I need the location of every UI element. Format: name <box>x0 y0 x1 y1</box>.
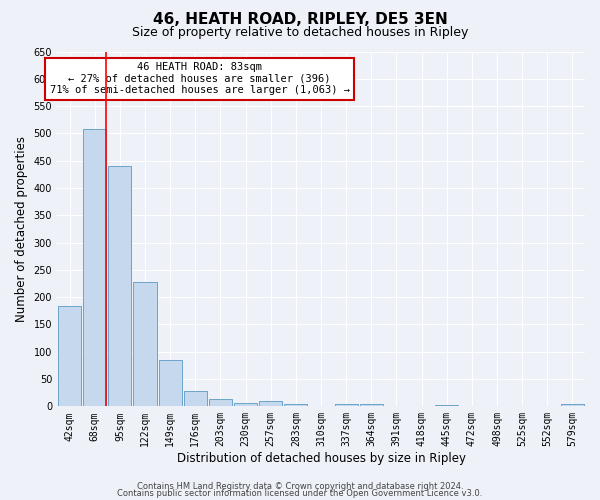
Text: 46 HEATH ROAD: 83sqm
← 27% of detached houses are smaller (396)
71% of semi-deta: 46 HEATH ROAD: 83sqm ← 27% of detached h… <box>50 62 350 96</box>
Y-axis label: Number of detached properties: Number of detached properties <box>15 136 28 322</box>
Bar <box>158 360 182 406</box>
Text: Size of property relative to detached houses in Ripley: Size of property relative to detached ho… <box>132 26 468 39</box>
Bar <box>133 282 157 406</box>
Bar <box>259 402 283 406</box>
Bar <box>58 306 81 406</box>
Bar <box>335 404 358 406</box>
Text: Contains public sector information licensed under the Open Government Licence v3: Contains public sector information licen… <box>118 489 482 498</box>
Bar <box>109 166 131 406</box>
Text: 46, HEATH ROAD, RIPLEY, DE5 3EN: 46, HEATH ROAD, RIPLEY, DE5 3EN <box>152 12 448 28</box>
Bar <box>561 404 584 406</box>
Bar <box>83 129 106 406</box>
X-axis label: Distribution of detached houses by size in Ripley: Distribution of detached houses by size … <box>176 452 466 465</box>
Bar <box>184 391 207 406</box>
Bar <box>435 404 458 406</box>
Text: Contains HM Land Registry data © Crown copyright and database right 2024.: Contains HM Land Registry data © Crown c… <box>137 482 463 491</box>
Bar <box>360 404 383 406</box>
Bar <box>209 398 232 406</box>
Bar <box>284 404 307 406</box>
Bar <box>234 402 257 406</box>
